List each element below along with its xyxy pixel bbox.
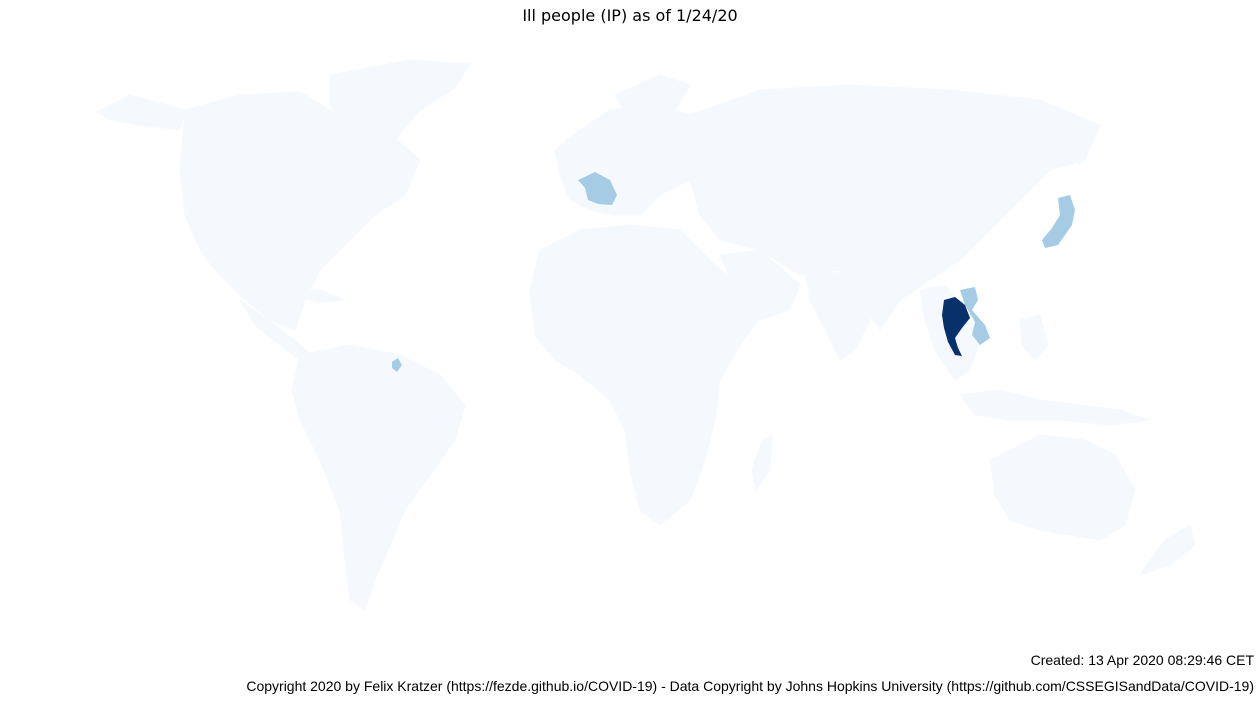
- landmass-layer: [94, 59, 1196, 611]
- south-america: [291, 344, 466, 611]
- north-america: [179, 91, 421, 331]
- region-french-guiana: [392, 358, 402, 372]
- australia: [989, 434, 1136, 541]
- map-title: Ill people (IP) as of 1/24/20: [522, 6, 738, 25]
- africa: [529, 224, 766, 526]
- madagascar: [751, 434, 773, 492]
- kamchatka: [1059, 119, 1091, 166]
- alaska: [94, 94, 186, 131]
- created-timestamp: Created: 13 Apr 2020 08:29:46 CET: [1030, 652, 1254, 668]
- india: [804, 269, 881, 361]
- caribbean: [288, 289, 346, 303]
- region-japan: [1042, 195, 1075, 248]
- region-vietnam: [960, 287, 990, 345]
- scandinavia: [614, 74, 691, 126]
- indonesia: [959, 389, 1151, 426]
- philippines: [1019, 314, 1049, 361]
- copyright-notice: Copyright 2020 by Felix Kratzer (https:/…: [246, 678, 1254, 694]
- british-isles: [561, 134, 586, 171]
- region-thailand: [942, 297, 970, 356]
- region-france: [578, 172, 617, 205]
- asia: [689, 84, 1101, 331]
- new-zealand: [1138, 524, 1196, 576]
- highlighted-regions: [392, 172, 1075, 372]
